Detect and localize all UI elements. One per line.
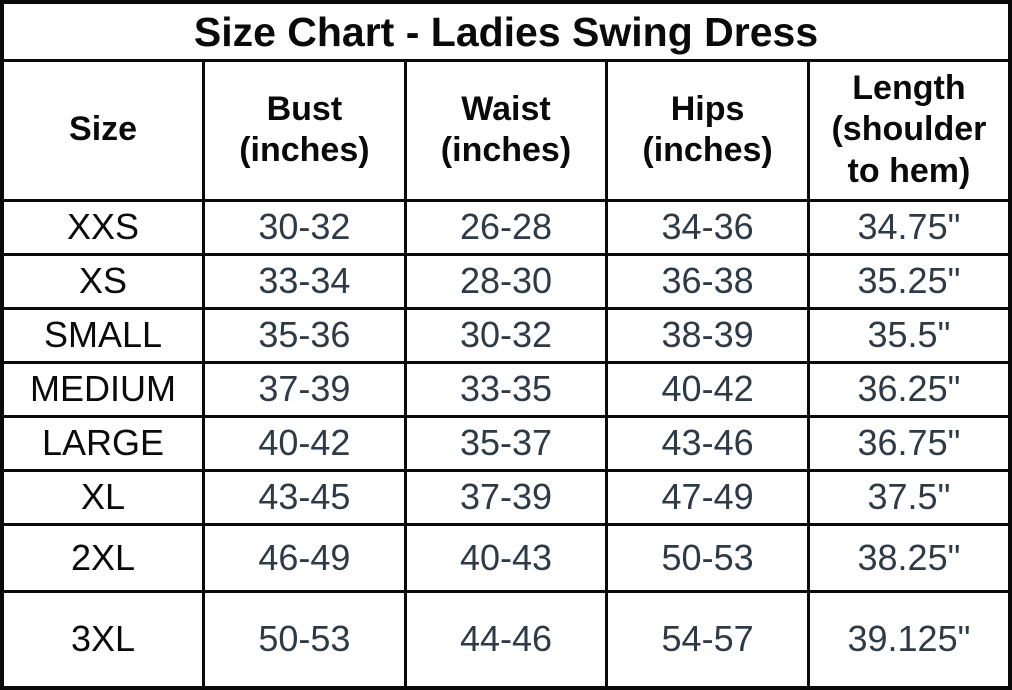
waist-cell: 30-32 bbox=[403, 306, 609, 364]
waist-cell: 37-39 bbox=[403, 468, 609, 526]
waist-cell: 35-37 bbox=[403, 414, 609, 472]
bust-cell: 37-39 bbox=[202, 360, 407, 418]
column-header-bust: Bust (inches) bbox=[202, 58, 407, 202]
header-sub: (inches) bbox=[440, 131, 572, 169]
table-row-3xl: 3XL 50-53 44-46 54-57 39.125" bbox=[0, 589, 1012, 690]
table-row-xs: XS 33-34 28-30 36-38 35.25" bbox=[0, 252, 1012, 310]
column-header-size: Size bbox=[0, 58, 206, 202]
hips-cell: 34-36 bbox=[605, 198, 810, 256]
length-cell: 35.25" bbox=[806, 252, 1012, 310]
size-cell: 3XL bbox=[0, 589, 206, 690]
waist-cell: 26-28 bbox=[403, 198, 609, 256]
length-cell: 35.5" bbox=[806, 306, 1012, 364]
size-cell: MEDIUM bbox=[0, 360, 206, 418]
bust-cell: 33-34 bbox=[202, 252, 407, 310]
title-row: Size Chart - Ladies Swing Dress bbox=[0, 0, 1012, 62]
size-cell: XXS bbox=[0, 198, 206, 256]
bust-cell: 46-49 bbox=[202, 522, 407, 593]
waist-cell: 28-30 bbox=[403, 252, 609, 310]
table-row-xl: XL 43-45 37-39 47-49 37.5" bbox=[0, 468, 1012, 526]
length-cell: 36.25" bbox=[806, 360, 1012, 418]
bust-cell: 30-32 bbox=[202, 198, 407, 256]
header-label: Hips bbox=[670, 89, 745, 128]
hips-cell: 43-46 bbox=[605, 414, 810, 472]
bust-cell: 43-45 bbox=[202, 468, 407, 526]
hips-cell: 36-38 bbox=[605, 252, 810, 310]
header-row: Size Bust (inches) Waist (inches) Hips (… bbox=[0, 58, 1012, 202]
size-cell: 2XL bbox=[0, 522, 206, 593]
length-cell: 38.25" bbox=[806, 522, 1012, 593]
hips-cell: 38-39 bbox=[605, 306, 810, 364]
table-row-medium: MEDIUM 37-39 33-35 40-42 36.25" bbox=[0, 360, 1012, 418]
bust-cell: 40-42 bbox=[202, 414, 407, 472]
hips-cell: 40-42 bbox=[605, 360, 810, 418]
size-cell: XS bbox=[0, 252, 206, 310]
bust-cell: 50-53 bbox=[202, 589, 407, 690]
waist-cell: 33-35 bbox=[403, 360, 609, 418]
header-sub: (shoulder to hem) bbox=[831, 110, 987, 190]
hips-cell: 50-53 bbox=[605, 522, 810, 593]
table-row-xxs: XXS 30-32 26-28 34-36 34.75" bbox=[0, 198, 1012, 256]
header-label: Size bbox=[69, 110, 138, 149]
length-cell: 39.125" bbox=[806, 589, 1012, 690]
size-cell: LARGE bbox=[0, 414, 206, 472]
length-cell: 34.75" bbox=[806, 198, 1012, 256]
header-sub: (inches) bbox=[239, 131, 370, 169]
header-sub: (inches) bbox=[642, 131, 773, 169]
length-cell: 36.75" bbox=[806, 414, 1012, 472]
table-row-large: LARGE 40-42 35-37 43-46 36.75" bbox=[0, 414, 1012, 472]
waist-cell: 44-46 bbox=[403, 589, 609, 690]
length-cell: 37.5" bbox=[806, 468, 1012, 526]
header-label: Bust bbox=[266, 89, 343, 128]
header-label: Length bbox=[852, 68, 966, 107]
hips-cell: 47-49 bbox=[605, 468, 810, 526]
size-cell: SMALL bbox=[0, 306, 206, 364]
header-label: Waist bbox=[461, 89, 551, 128]
waist-cell: 40-43 bbox=[403, 522, 609, 593]
table-row-2xl: 2XL 46-49 40-43 50-53 38.25" bbox=[0, 522, 1012, 593]
table-row-small: SMALL 35-36 30-32 38-39 35.5" bbox=[0, 306, 1012, 364]
hips-cell: 54-57 bbox=[605, 589, 810, 690]
size-cell: XL bbox=[0, 468, 206, 526]
column-header-length: Length (shoulder to hem) bbox=[806, 58, 1012, 202]
column-header-waist: Waist (inches) bbox=[403, 58, 609, 202]
column-header-hips: Hips (inches) bbox=[605, 58, 810, 202]
chart-title: Size Chart - Ladies Swing Dress bbox=[0, 0, 1012, 62]
bust-cell: 35-36 bbox=[202, 306, 407, 364]
